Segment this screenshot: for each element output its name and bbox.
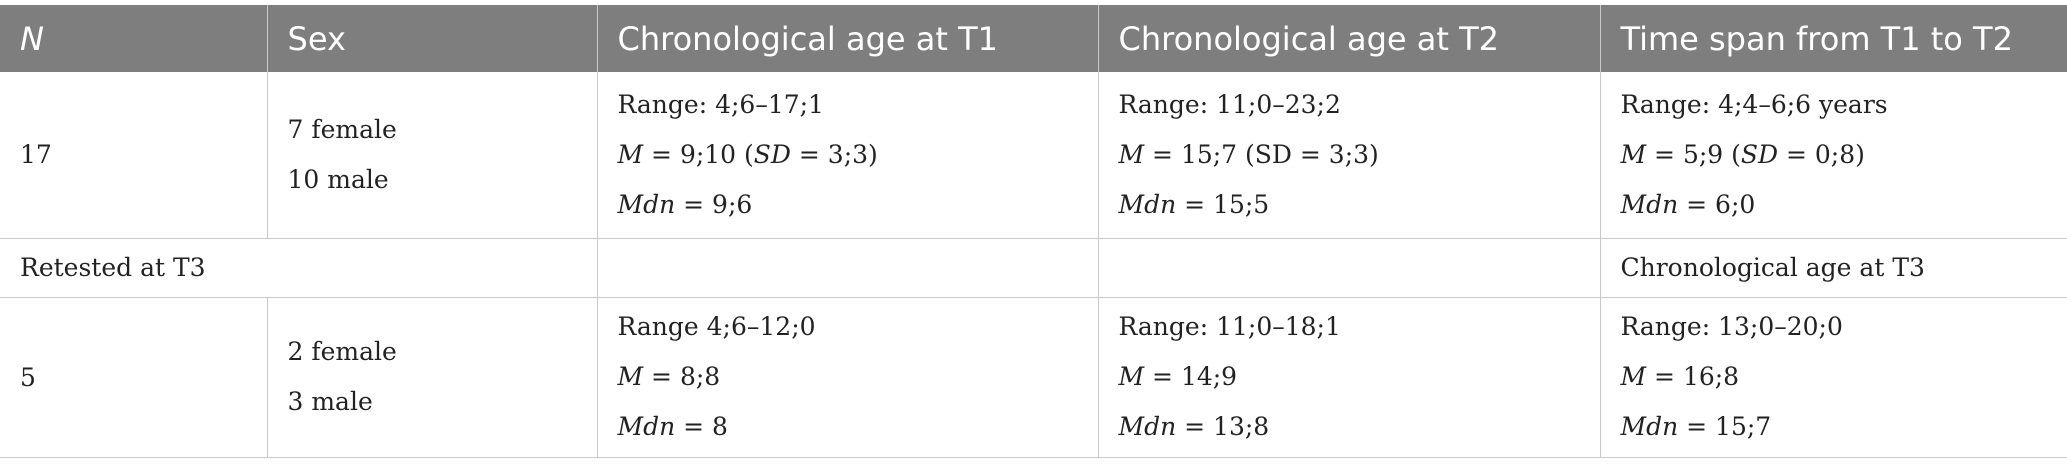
sd-label: SD (753, 139, 791, 169)
sd-value: = 0;8) (1778, 139, 1865, 169)
median-line: Mdn = 15;5 (1119, 180, 1600, 230)
range-value: 4;6–12;0 (706, 312, 816, 341)
range-value: 4;6–17;1 (715, 89, 824, 119)
header-time-span: Time span from T1 to T2 (1599, 5, 2067, 72)
median-line: Mdn = 6;0 (1621, 180, 2067, 230)
range-label: Range: (1620, 89, 1719, 119)
range-label: Range: (1620, 312, 1719, 341)
header-age-t2: Chronological age at T2 (1097, 5, 1600, 72)
table-header: N Sex Chronological age at T1 Chronologi… (0, 5, 2067, 72)
range-line: Range: 11;0–18;1 (1119, 302, 1600, 352)
cell-sex: 7 female 10 male (266, 72, 597, 239)
cell-retest-label: Retested at T3 (0, 238, 597, 298)
median-label: Mdn (1620, 189, 1679, 219)
header-age-t1: Chronological age at T1 (596, 5, 1098, 72)
sex-female: 2 female (287, 337, 397, 366)
median-label: Mdn (617, 412, 676, 441)
range-line: Range: 4;4–6;6 years (1621, 80, 2067, 130)
sd-label: SD (1740, 139, 1779, 169)
mean-value: = 5;9 ( (1646, 139, 1741, 169)
sex-male: 10 male (287, 164, 389, 194)
median-label: Mdn (1118, 412, 1177, 441)
mean-value: = 16;8 (1646, 362, 1740, 391)
header-sex: Sex (266, 5, 597, 72)
mean-value: = 15;7 (SD = 3;3) (1144, 139, 1379, 169)
table-row: 5 2 female 3 male Range 4;6–12;0 M = 8;8… (0, 297, 2067, 458)
range-value: 11;0–18;1 (1216, 312, 1341, 341)
cell-age-t2: Range: 11;0–18;1 M = 14;9 Mdn = 13;8 (1097, 297, 1600, 458)
cell-empty (1097, 238, 1600, 298)
cell-age-t3-heading: Chronological age at T3 (1599, 238, 2067, 298)
table-body: 17 7 female 10 male Range: 4;6–17;1 M = … (0, 72, 2067, 458)
cell-age-t1: Range 4;6–12;0 M = 8;8 Mdn = 8 (596, 297, 1098, 458)
retest-row: Retested at T3 Chronological age at T3 (0, 238, 2067, 298)
cell-time-span: Range: 4;4–6;6 years M = 5;9 (SD = 0;8) … (1599, 72, 2067, 239)
sex-male: 3 male (287, 387, 373, 416)
range-line: Range: 13;0–20;0 (1621, 302, 2067, 352)
range-line: Range: 4;6–17;1 (618, 80, 1098, 130)
header-n-label: N (20, 19, 44, 58)
range-label: Range: (617, 89, 716, 119)
median-value: = 13;8 (1176, 412, 1270, 441)
table-row: 17 7 female 10 male Range: 4;6–17;1 M = … (0, 72, 2067, 239)
median-line: Mdn = 8 (618, 402, 1098, 452)
mean-value: = 8;8 (643, 362, 721, 391)
cell-age-t3: Range: 13;0–20;0 M = 16;8 Mdn = 15;7 (1599, 297, 2067, 458)
mean-line: M = 8;8 (618, 352, 1098, 402)
range-label: Range (617, 312, 707, 341)
header-n: N (0, 5, 267, 72)
mean-label: M (1620, 362, 1647, 391)
cell-n: 17 (0, 72, 267, 239)
median-line: Mdn = 15;7 (1621, 402, 2067, 452)
range-label: Range: (1118, 89, 1217, 119)
median-value: = 9;6 (675, 189, 753, 219)
age-table: N Sex Chronological age at T1 Chronologi… (0, 5, 2067, 458)
cell-empty (596, 238, 1098, 298)
cell-sex: 2 female 3 male (266, 297, 597, 458)
median-line: Mdn = 9;6 (618, 180, 1098, 230)
sd-value: = 3;3) (790, 139, 878, 169)
median-value: = 15;7 (1678, 412, 1772, 441)
mean-label: M (617, 362, 644, 391)
range-value: 4;4–6;6 years (1718, 89, 1888, 119)
sex-female: 7 female (287, 114, 397, 144)
mean-label: M (1620, 139, 1647, 169)
median-line: Mdn = 13;8 (1119, 402, 1600, 452)
cell-n: 5 (0, 297, 267, 458)
range-line: Range: 11;0–23;2 (1119, 80, 1600, 130)
header-row: N Sex Chronological age at T1 Chronologi… (0, 5, 2067, 72)
median-value: = 6;0 (1678, 189, 1756, 219)
mean-line: M = 15;7 (SD = 3;3) (1119, 130, 1600, 180)
range-line: Range 4;6–12;0 (618, 302, 1098, 352)
range-label: Range: (1118, 312, 1217, 341)
mean-line: M = 5;9 (SD = 0;8) (1621, 130, 2067, 180)
cell-age-t1: Range: 4;6–17;1 M = 9;10 (SD = 3;3) Mdn … (596, 72, 1098, 239)
median-label: Mdn (617, 189, 676, 219)
mean-value: = 14;9 (1144, 362, 1238, 391)
mean-value: = 9;10 ( (643, 139, 754, 169)
range-value: 13;0–20;0 (1718, 312, 1843, 341)
mean-line: M = 14;9 (1119, 352, 1600, 402)
median-label: Mdn (1118, 189, 1177, 219)
mean-line: M = 16;8 (1621, 352, 2067, 402)
range-value: 11;0–23;2 (1216, 89, 1341, 119)
median-value: = 8 (675, 412, 728, 441)
median-label: Mdn (1620, 412, 1679, 441)
cell-age-t2: Range: 11;0–23;2 M = 15;7 (SD = 3;3) Mdn… (1097, 72, 1600, 239)
median-value: = 15;5 (1176, 189, 1270, 219)
mean-line: M = 9;10 (SD = 3;3) (618, 130, 1098, 180)
mean-label: M (1118, 362, 1145, 391)
mean-label: M (1118, 139, 1145, 169)
mean-label: M (617, 139, 644, 169)
